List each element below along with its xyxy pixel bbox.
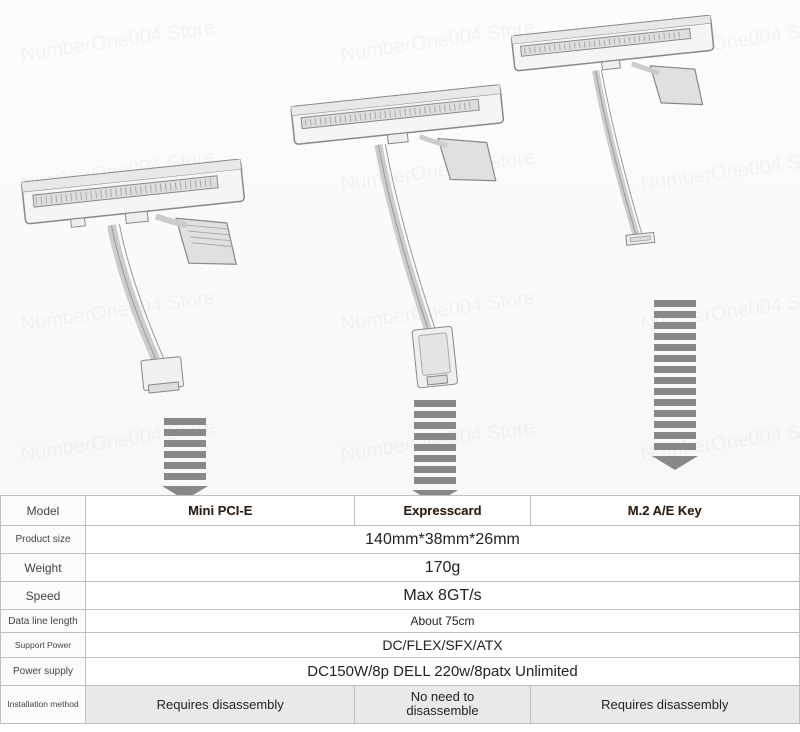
model-2: Expresscard [355, 496, 530, 526]
value-speed: Max 8GT/s [86, 582, 800, 610]
label-supportpower: Support Power [1, 633, 86, 658]
arrow-m2 [650, 300, 700, 470]
product-illustration-area: NumberOne004 Store NumberOne004 Store Nu… [0, 0, 800, 495]
device-expresscard [280, 60, 530, 420]
value-weight: 170g [86, 554, 800, 582]
label-dataline: Data line length [1, 610, 86, 633]
label-size: Product size [1, 526, 86, 554]
device-mini-pcie [10, 130, 270, 430]
install-3: Requires disassembly [530, 686, 799, 724]
label-weight: Weight [1, 554, 86, 582]
label-powersupply: Power supply [1, 658, 86, 686]
arrow-expresscard [410, 400, 460, 504]
value-size: 140mm*38mm*26mm [86, 526, 800, 554]
value-supportpower: DC/FLEX/SFX/ATX [86, 633, 800, 658]
label-speed: Speed [1, 582, 86, 610]
watermark: NumberOne004 Store [19, 16, 216, 66]
spec-table: Model Mini PCI-E Expresscard M.2 A/E Key… [0, 495, 800, 724]
value-powersupply: DC150W/8p DELL 220w/8patx Unlimited [86, 658, 800, 686]
install-2: No need to disassemble [355, 686, 530, 724]
label-model: Model [1, 496, 86, 526]
value-dataline: About 75cm [86, 610, 800, 633]
model-1: Mini PCI-E [86, 496, 355, 526]
model-3: M.2 A/E Key [530, 496, 799, 526]
device-m2-key [500, 0, 740, 295]
arrow-mini-pcie [160, 418, 210, 500]
install-1: Requires disassembly [86, 686, 355, 724]
label-install: Installation method [1, 686, 86, 724]
